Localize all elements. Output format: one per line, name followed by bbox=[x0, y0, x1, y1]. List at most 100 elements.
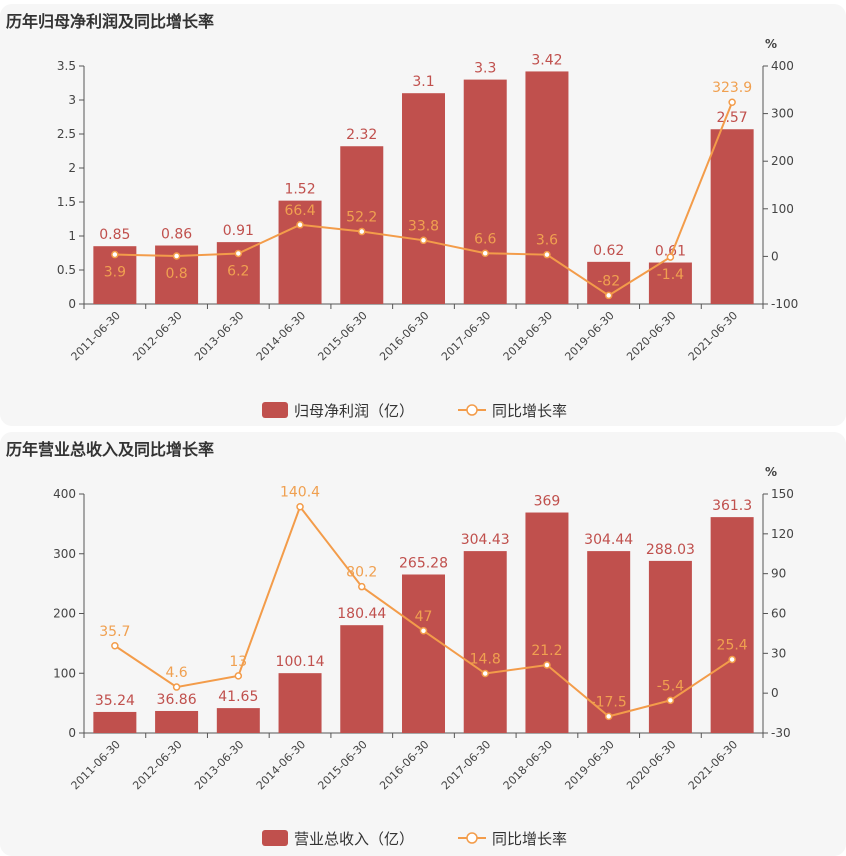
right-tick-label: 90 bbox=[771, 567, 786, 581]
growth-point bbox=[358, 582, 366, 591]
growth-point bbox=[604, 712, 613, 721]
growth-value-label: -17.5 bbox=[591, 694, 627, 710]
bar bbox=[587, 551, 631, 733]
growth-value-label: 52.2 bbox=[346, 210, 377, 226]
x-tick-label: 2011-06-30 bbox=[69, 738, 123, 792]
x-tick-label: 2011-06-30 bbox=[69, 309, 123, 363]
bar-value-label: 0.62 bbox=[593, 243, 624, 259]
growth-point bbox=[419, 627, 428, 635]
bar-value-label: 0.85 bbox=[99, 227, 130, 243]
x-tick-label: 2013-06-30 bbox=[192, 738, 246, 792]
growth-point bbox=[419, 236, 428, 245]
chart-title: 历年归母净利润及同比增长率 bbox=[6, 12, 215, 31]
bar-value-label: 265.28 bbox=[399, 555, 448, 571]
growth-value-label: 13 bbox=[229, 654, 247, 670]
bar bbox=[710, 129, 754, 304]
x-tick-label: 2017-06-30 bbox=[439, 738, 493, 792]
right-axis-unit: % bbox=[765, 37, 777, 51]
bar bbox=[340, 625, 384, 733]
growth-point bbox=[666, 253, 675, 261]
bar-value-label: 288.03 bbox=[646, 542, 695, 558]
growth-point bbox=[172, 252, 181, 260]
growth-point bbox=[234, 249, 243, 258]
growth-point bbox=[234, 672, 243, 680]
left-tick-label: 200 bbox=[53, 607, 76, 621]
left-tick-label: 0 bbox=[68, 726, 76, 740]
bar-value-label: 3.3 bbox=[474, 61, 496, 77]
chart-panel-revenue: 历年营业总收入及同比增长率 0 100 200 300 400 -30 0 30 60 90 120… bbox=[0, 432, 846, 856]
bar-value-label: 369 bbox=[534, 494, 561, 510]
right-tick-label: 30 bbox=[771, 646, 786, 660]
x-tick-label: 2014-06-30 bbox=[254, 738, 308, 792]
growth-value-label: 0.8 bbox=[165, 266, 187, 282]
x-tick-label: 2019-06-30 bbox=[562, 738, 616, 792]
bar-value-label: 304.44 bbox=[584, 532, 633, 548]
bar-value-label: 41.65 bbox=[218, 689, 258, 705]
x-tick-label: 2016-06-30 bbox=[377, 738, 431, 792]
growth-point bbox=[543, 661, 551, 669]
growth-value-label: -82 bbox=[597, 273, 620, 289]
left-tick-label: 400 bbox=[53, 487, 76, 501]
growth-value-label: 323.9 bbox=[712, 80, 752, 96]
growth-point bbox=[296, 221, 304, 229]
bar-value-label: 35.24 bbox=[95, 693, 135, 709]
right-tick-label: 200 bbox=[771, 154, 794, 168]
growth-point bbox=[172, 683, 181, 691]
growth-value-label: 3.9 bbox=[104, 265, 126, 281]
left-tick-label: 3.5 bbox=[57, 59, 76, 73]
bar bbox=[402, 93, 445, 304]
growth-value-label: 47 bbox=[415, 609, 433, 625]
legend-bar-label: 营业总收入（亿） bbox=[294, 830, 414, 848]
growth-point bbox=[111, 250, 119, 259]
right-tick-label: 0 bbox=[771, 686, 779, 700]
x-tick-label: 2018-06-30 bbox=[501, 738, 555, 792]
bar bbox=[402, 574, 445, 733]
x-tick-label: 2020-06-30 bbox=[624, 309, 678, 363]
bar bbox=[155, 710, 199, 733]
x-tick-label: 2012-06-30 bbox=[130, 738, 184, 792]
growth-point bbox=[543, 250, 551, 259]
growth-point bbox=[481, 669, 489, 678]
bar-value-label: 0.86 bbox=[161, 227, 192, 243]
bar bbox=[463, 79, 507, 304]
x-tick-label: 2013-06-30 bbox=[192, 309, 246, 363]
bar-value-label: 361.3 bbox=[712, 498, 752, 514]
bar bbox=[278, 673, 322, 733]
growth-value-label: -5.4 bbox=[657, 678, 684, 694]
x-tick-label: 2021-06-30 bbox=[686, 738, 740, 792]
growth-point bbox=[358, 227, 366, 236]
legend-line-label: 同比增长率 bbox=[492, 402, 567, 420]
right-tick-label: -100 bbox=[771, 297, 798, 311]
left-tick-label: 300 bbox=[53, 547, 76, 561]
legend-bar-swatch bbox=[262, 830, 288, 846]
legend-line-marker bbox=[466, 832, 478, 844]
x-tick-label: 2019-06-30 bbox=[562, 309, 616, 363]
x-tick-label: 2012-06-30 bbox=[130, 309, 184, 363]
bar bbox=[648, 560, 692, 733]
bar bbox=[525, 512, 569, 733]
growth-value-label: -1.4 bbox=[657, 267, 684, 283]
chart-net-profit: 00.511.522.533.5-1000100200300400%2011-0… bbox=[57, 37, 798, 420]
left-tick-label: 1.5 bbox=[57, 195, 76, 209]
growth-value-label: 66.4 bbox=[284, 203, 315, 219]
bar bbox=[525, 71, 569, 304]
bar-value-label: 100.14 bbox=[276, 654, 325, 670]
bar-value-label: 1.52 bbox=[284, 182, 315, 198]
left-tick-label: 3 bbox=[68, 93, 76, 107]
right-tick-label: 100 bbox=[771, 202, 794, 216]
left-tick-label: 2 bbox=[68, 161, 76, 175]
left-tick-label: 0.5 bbox=[57, 263, 76, 277]
growth-value-label: 35.7 bbox=[99, 624, 130, 640]
right-tick-label: 0 bbox=[771, 249, 779, 263]
right-axis-unit: % bbox=[765, 465, 777, 479]
bar bbox=[216, 708, 260, 733]
growth-point bbox=[111, 642, 119, 650]
bar-value-label: 36.86 bbox=[157, 692, 197, 708]
bar bbox=[463, 551, 507, 733]
right-tick-label: 400 bbox=[771, 59, 794, 73]
chart-panel-net-profit: 历年归母净利润及同比增长率 0 0.5 1 1.5 2 2.5 3 3.5 -100 0 100 20… bbox=[0, 4, 846, 426]
x-tick-label: 2014-06-30 bbox=[254, 309, 308, 363]
growth-point bbox=[666, 696, 675, 705]
legend-bar-swatch bbox=[262, 402, 288, 418]
growth-value-label: 14.8 bbox=[470, 652, 501, 668]
